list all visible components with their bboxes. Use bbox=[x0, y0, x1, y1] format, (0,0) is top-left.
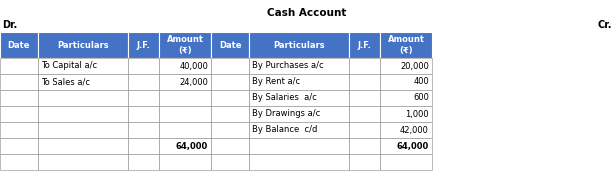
Text: 64,000: 64,000 bbox=[176, 141, 208, 151]
Bar bbox=[0, 74, 38, 90]
Text: By Drawings a/c: By Drawings a/c bbox=[252, 109, 321, 119]
Bar bbox=[249, 32, 349, 58]
Bar bbox=[380, 58, 432, 74]
Bar bbox=[349, 138, 380, 154]
Bar bbox=[349, 74, 380, 90]
Text: Date: Date bbox=[219, 41, 241, 49]
Bar bbox=[159, 90, 211, 106]
Bar bbox=[349, 32, 380, 58]
Text: Particulars: Particulars bbox=[273, 41, 325, 49]
Bar bbox=[0, 32, 38, 58]
Bar bbox=[38, 138, 128, 154]
Text: By Salaries  a/c: By Salaries a/c bbox=[252, 94, 317, 102]
Bar bbox=[38, 90, 128, 106]
Bar bbox=[380, 32, 432, 58]
Bar bbox=[128, 32, 159, 58]
Text: Cash Account: Cash Account bbox=[267, 8, 347, 18]
Bar bbox=[211, 90, 249, 106]
Text: By Balance  c/d: By Balance c/d bbox=[252, 126, 317, 134]
Text: To Capital a/c: To Capital a/c bbox=[41, 61, 97, 70]
Text: 40,000: 40,000 bbox=[179, 61, 208, 70]
Bar bbox=[128, 122, 159, 138]
Bar bbox=[249, 122, 349, 138]
Bar bbox=[0, 58, 38, 74]
Text: To Sales a/c: To Sales a/c bbox=[41, 77, 90, 87]
Bar bbox=[349, 90, 380, 106]
Bar bbox=[211, 106, 249, 122]
Bar bbox=[38, 74, 128, 90]
Bar bbox=[0, 122, 38, 138]
Bar bbox=[128, 106, 159, 122]
Bar bbox=[0, 90, 38, 106]
Bar bbox=[128, 58, 159, 74]
Bar bbox=[38, 122, 128, 138]
Bar bbox=[380, 74, 432, 90]
Bar bbox=[38, 106, 128, 122]
Bar bbox=[159, 154, 211, 170]
Text: Date: Date bbox=[8, 41, 30, 49]
Bar bbox=[380, 106, 432, 122]
Text: 20,000: 20,000 bbox=[400, 61, 429, 70]
Bar bbox=[0, 138, 38, 154]
Text: 24,000: 24,000 bbox=[179, 77, 208, 87]
Bar bbox=[249, 106, 349, 122]
Bar bbox=[159, 122, 211, 138]
Text: J.F.: J.F. bbox=[136, 41, 150, 49]
Bar bbox=[380, 154, 432, 170]
Bar bbox=[159, 138, 211, 154]
Bar bbox=[349, 58, 380, 74]
Text: Amount
(₹): Amount (₹) bbox=[387, 35, 424, 55]
Bar bbox=[0, 106, 38, 122]
Text: 42,000: 42,000 bbox=[400, 126, 429, 134]
Text: 1,000: 1,000 bbox=[405, 109, 429, 119]
Bar bbox=[159, 74, 211, 90]
Text: 64,000: 64,000 bbox=[397, 141, 429, 151]
Text: By Rent a/c: By Rent a/c bbox=[252, 77, 300, 87]
Bar bbox=[159, 58, 211, 74]
Text: By Purchases a/c: By Purchases a/c bbox=[252, 61, 324, 70]
Bar bbox=[349, 154, 380, 170]
Bar bbox=[380, 122, 432, 138]
Bar bbox=[211, 32, 249, 58]
Bar bbox=[128, 90, 159, 106]
Bar bbox=[249, 74, 349, 90]
Bar bbox=[211, 154, 249, 170]
Text: Dr.: Dr. bbox=[2, 20, 17, 30]
Bar bbox=[128, 74, 159, 90]
Bar bbox=[380, 90, 432, 106]
Text: 600: 600 bbox=[413, 94, 429, 102]
Bar bbox=[249, 90, 349, 106]
Text: 400: 400 bbox=[413, 77, 429, 87]
Bar bbox=[38, 32, 128, 58]
Text: Amount
(₹): Amount (₹) bbox=[166, 35, 203, 55]
Bar bbox=[128, 154, 159, 170]
Bar bbox=[380, 138, 432, 154]
Bar bbox=[38, 154, 128, 170]
Bar bbox=[249, 154, 349, 170]
Bar bbox=[159, 106, 211, 122]
Bar bbox=[128, 138, 159, 154]
Bar bbox=[211, 122, 249, 138]
Bar bbox=[211, 74, 249, 90]
Bar bbox=[249, 138, 349, 154]
Text: Particulars: Particulars bbox=[57, 41, 109, 49]
Bar bbox=[159, 32, 211, 58]
Bar bbox=[211, 138, 249, 154]
Bar bbox=[249, 58, 349, 74]
Text: J.F.: J.F. bbox=[357, 41, 371, 49]
Bar bbox=[38, 58, 128, 74]
Text: Cr.: Cr. bbox=[597, 20, 612, 30]
Bar bbox=[349, 106, 380, 122]
Bar bbox=[0, 154, 38, 170]
Bar bbox=[349, 122, 380, 138]
Bar bbox=[211, 58, 249, 74]
